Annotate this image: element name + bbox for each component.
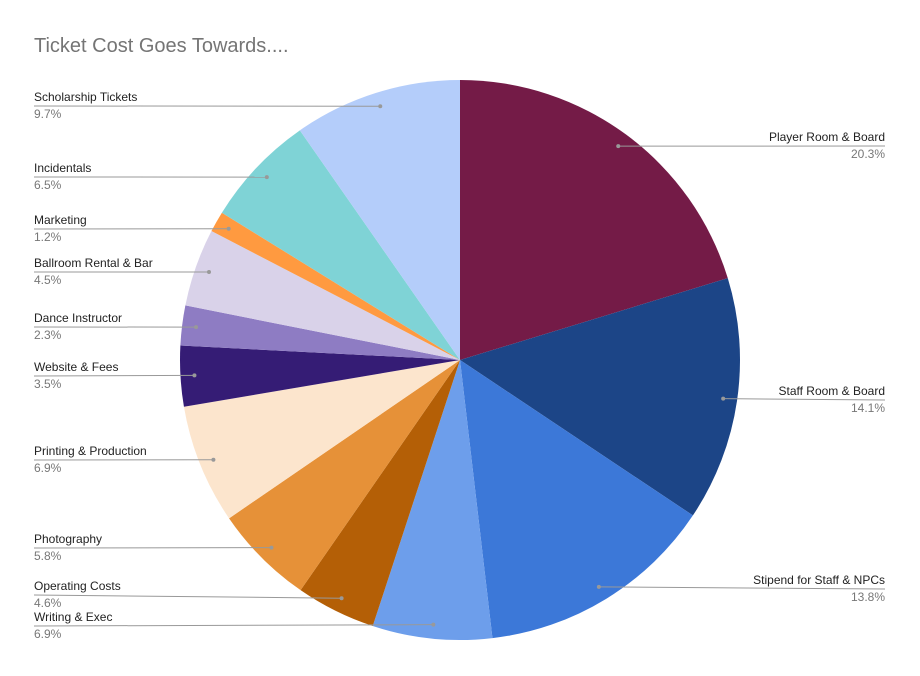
- pie-slice: [185, 231, 460, 360]
- slice-label: Dance Instructor: [34, 311, 122, 325]
- slice-label: Scholarship Tickets: [34, 90, 137, 104]
- pie-slice: [221, 130, 460, 360]
- pie-slice: [372, 360, 493, 641]
- slice-label: Stipend for Staff & NPCs: [753, 573, 885, 587]
- slice-label: Operating Costs: [34, 579, 121, 593]
- slice-value-label: 4.6%: [34, 596, 62, 610]
- slice-label: Staff Room & Board: [779, 384, 886, 398]
- slice-value-label: 1.2%: [34, 230, 62, 244]
- pie-slice: [460, 360, 693, 639]
- slice-value-label: 9.7%: [34, 107, 62, 121]
- slice-value-label: 5.8%: [34, 549, 62, 563]
- leader-line: [598, 586, 886, 590]
- slice-label: Website & Fees: [34, 360, 118, 374]
- pie-slice: [211, 212, 460, 360]
- slice-value-label: 13.8%: [851, 590, 885, 604]
- pie-slice: [229, 360, 460, 591]
- slice-label: Printing & Production: [34, 444, 147, 458]
- leader-line: [33, 374, 195, 377]
- leader-dot: [206, 269, 211, 274]
- leader-dot: [721, 396, 726, 401]
- leader-dot: [192, 373, 197, 378]
- leader-dot: [264, 175, 269, 180]
- slice-value-label: 6.9%: [34, 627, 62, 641]
- leader-line: [33, 594, 342, 599]
- slice-value-label: 14.1%: [851, 401, 885, 415]
- leader-dot: [616, 144, 621, 149]
- leader-dot: [378, 104, 383, 109]
- slice-value-label: 6.9%: [34, 461, 62, 475]
- leader-dot: [194, 325, 199, 330]
- leader-dot: [339, 596, 344, 601]
- pie-slice: [180, 345, 460, 407]
- leader-dot: [431, 622, 436, 627]
- slice-label: Incidentals: [34, 161, 91, 175]
- pie-slice: [300, 360, 460, 627]
- slice-value-label: 20.3%: [851, 147, 885, 161]
- pie-slice: [299, 80, 460, 360]
- slice-label: Photography: [34, 532, 102, 546]
- leader-dot: [211, 457, 216, 462]
- slice-label: Player Room & Board: [769, 130, 885, 144]
- slice-value-label: 6.5%: [34, 178, 62, 192]
- slice-value-label: 4.5%: [34, 273, 62, 287]
- pie-slice: [460, 80, 728, 360]
- leader-dot: [269, 545, 274, 550]
- slice-value-label: 2.3%: [34, 328, 62, 342]
- leader-dot: [226, 226, 231, 231]
- pie-slice: [180, 305, 460, 360]
- pie-slice: [460, 278, 741, 516]
- chart-title: Ticket Cost Goes Towards....: [34, 35, 289, 57]
- slice-label: Ballroom Rental & Bar: [34, 256, 153, 270]
- slice-label: Marketing: [34, 213, 87, 227]
- slice-value-label: 3.5%: [34, 377, 62, 391]
- leader-line: [723, 398, 886, 401]
- slice-label: Writing & Exec: [34, 610, 112, 624]
- leader-dot: [596, 584, 601, 589]
- pie-slice: [183, 360, 460, 519]
- leader-line: [33, 624, 434, 627]
